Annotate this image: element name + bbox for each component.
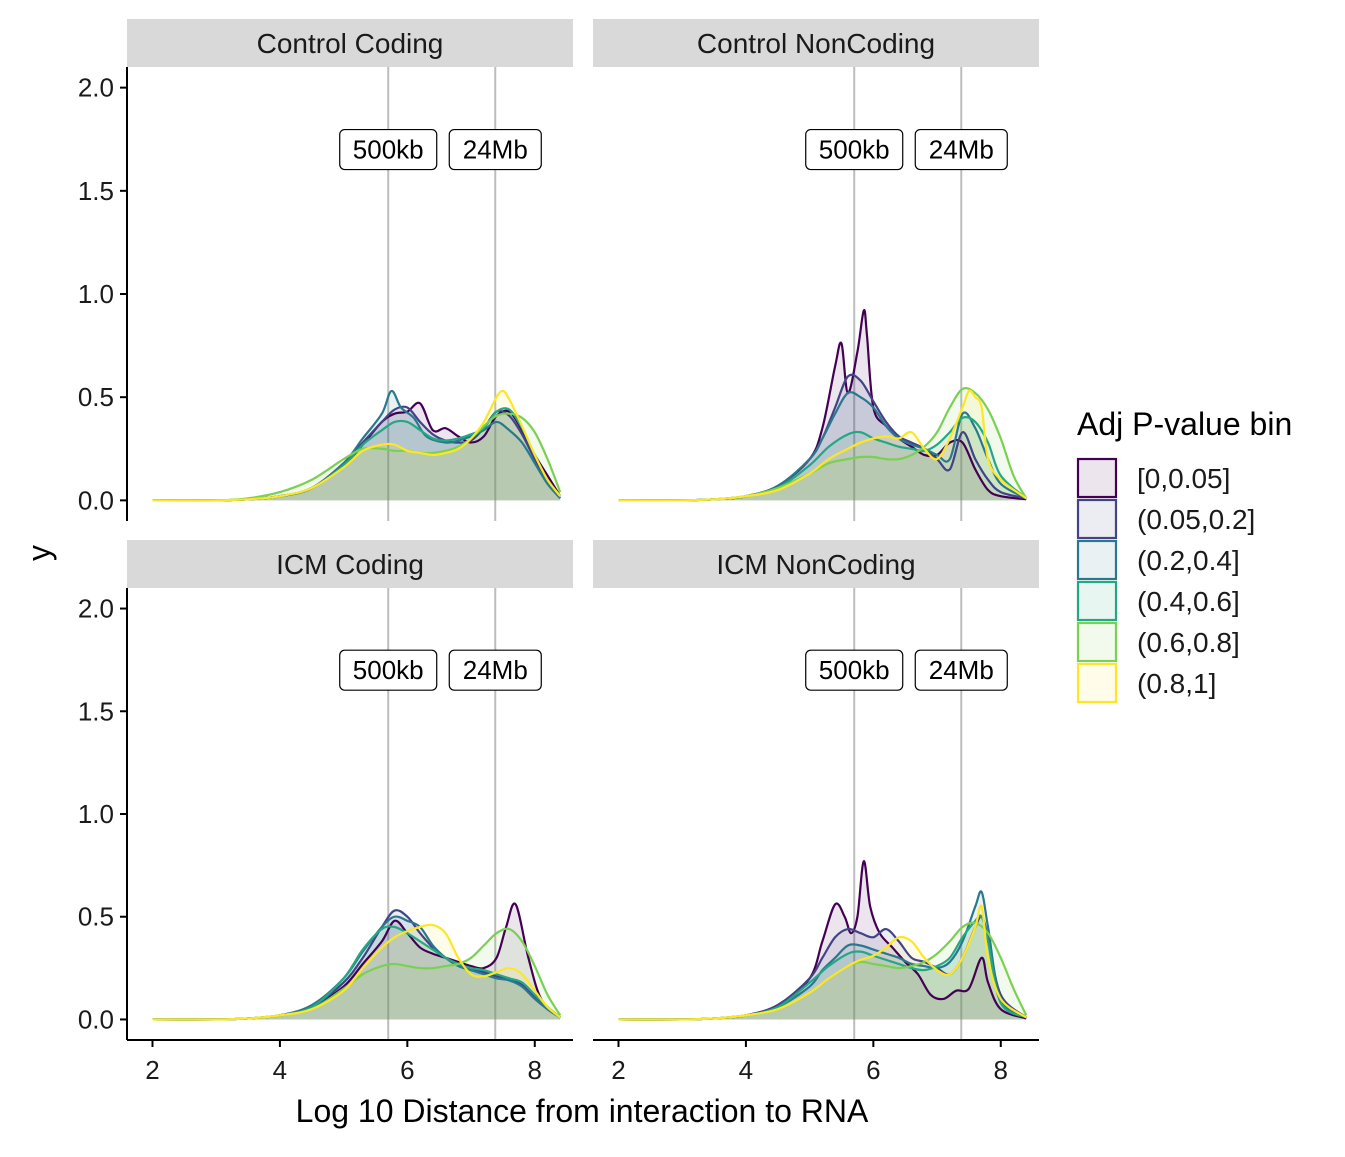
x-tick-label: 2 (145, 1055, 159, 1085)
reference-label: 24Mb (929, 135, 994, 165)
reference-label-box (805, 128, 904, 171)
legend-swatch (1076, 580, 1118, 622)
density-area (152, 928, 561, 1020)
density-area (152, 408, 561, 501)
reference-label: 500kb (819, 655, 890, 685)
legend-label: (0.2,0.4] (1137, 545, 1240, 576)
density-area (618, 374, 1027, 501)
density-area (618, 916, 1027, 1020)
facet-strip (593, 19, 1039, 67)
reference-label: 500kb (819, 135, 890, 165)
y-tick-label: 1.5 (78, 696, 114, 726)
legend-swatch (1076, 498, 1118, 540)
density-area (618, 861, 1027, 1020)
legend-title: Adj P-value bin (1077, 406, 1292, 442)
y-axis-title: y (21, 545, 57, 561)
density-area (152, 390, 561, 501)
density-line (618, 904, 1027, 1021)
density-area (152, 402, 561, 501)
x-tick-label: 8 (528, 1055, 542, 1085)
density-line (618, 389, 1027, 502)
reference-label: 500kb (353, 655, 424, 685)
density-area (152, 903, 561, 1020)
facet-title: Control Coding (257, 28, 444, 59)
legend-swatch (1076, 539, 1118, 581)
facet-strip (127, 540, 573, 588)
x-tick-label: 4 (739, 1055, 753, 1085)
facet-strip (127, 19, 573, 67)
y-tick-label: 1.0 (78, 799, 114, 829)
x-tick-label: 8 (994, 1055, 1008, 1085)
x-tick-label: 4 (273, 1055, 287, 1085)
facet-title: ICM NonCoding (716, 549, 915, 580)
y-tick-label: 0.0 (78, 1004, 114, 1034)
y-tick-label: 2.0 (78, 594, 114, 624)
facet-title: Control NonCoding (697, 28, 935, 59)
x-tick-label: 6 (866, 1055, 880, 1085)
facet-strip (593, 540, 1039, 588)
reference-label-box (339, 128, 438, 171)
density-area (618, 915, 1027, 1020)
y-tick-label: 0.0 (78, 485, 114, 515)
legend-label: [0,0.05] (1137, 463, 1230, 494)
legend-swatch (1076, 621, 1118, 663)
legend-label: (0.6,0.8] (1137, 627, 1240, 658)
density-area (152, 924, 561, 1020)
x-tick-label: 6 (400, 1055, 414, 1085)
legend-swatch (1076, 662, 1118, 704)
reference-label: 24Mb (463, 135, 528, 165)
reference-label-box (448, 128, 542, 171)
x-axis-title: Log 10 Distance from interaction to RNA (296, 1093, 869, 1129)
y-tick-label: 2.0 (78, 73, 114, 103)
density-line (152, 389, 562, 502)
density-area (152, 390, 561, 501)
density-line (152, 923, 561, 1021)
reference-label-box (339, 649, 438, 691)
density-area (618, 392, 1027, 501)
density-area (618, 310, 1027, 501)
legend-label: (0.8,1] (1137, 668, 1216, 699)
density-area (618, 922, 1027, 1020)
density-area (618, 905, 1027, 1020)
density-area (152, 910, 561, 1020)
y-tick-label: 0.5 (78, 382, 114, 412)
density-area (618, 390, 1027, 501)
reference-label: 24Mb (463, 655, 528, 685)
legend-label: (0.4,0.6] (1137, 586, 1240, 617)
density-area (618, 388, 1027, 501)
legend-label: (0.05,0.2] (1137, 504, 1255, 535)
reference-label-box (914, 649, 1008, 691)
y-tick-label: 0.5 (78, 902, 114, 932)
x-tick-label: 2 (611, 1055, 625, 1085)
reference-label: 24Mb (929, 655, 994, 685)
reference-label-box (914, 128, 1008, 171)
y-tick-label: 1.0 (78, 279, 114, 309)
reference-label: 500kb (353, 135, 424, 165)
reference-label-box (448, 649, 542, 691)
reference-label-box (805, 649, 904, 691)
density-area (618, 417, 1027, 501)
legend-swatch (1076, 457, 1118, 499)
density-area (618, 891, 1027, 1020)
y-tick-label: 1.5 (78, 176, 114, 206)
facet-title: ICM Coding (276, 549, 424, 580)
